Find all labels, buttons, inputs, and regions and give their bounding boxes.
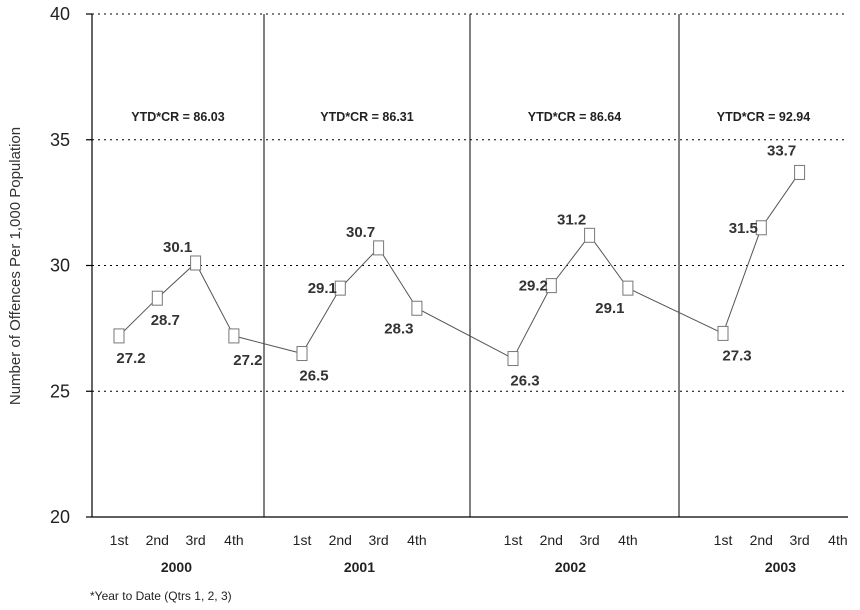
y-tick-label: 30 bbox=[50, 256, 70, 276]
data-point-marker bbox=[334, 280, 346, 296]
data-point-marker bbox=[373, 240, 385, 256]
quarter-tick-label: 1st bbox=[293, 532, 312, 548]
quarter-tick-label: 1st bbox=[504, 532, 523, 548]
data-point-marker bbox=[151, 290, 163, 306]
quarter-tick-label: 2nd bbox=[146, 532, 169, 548]
quarter-tick-label: 4th bbox=[224, 532, 243, 548]
year-label: 2003 bbox=[765, 559, 796, 575]
quarter-tick-label: 4th bbox=[407, 532, 426, 548]
data-value-label: 29.1 bbox=[595, 300, 624, 317]
ytd-label: YTD*CR = 92.94 bbox=[717, 110, 810, 124]
data-point-marker bbox=[190, 255, 202, 271]
data-labels: 27.2 28.7 30.1 27.2 26.5 29.1 30.7 28.3 26.3 29.2… bbox=[116, 142, 796, 389]
data-point-marker bbox=[296, 346, 308, 362]
data-point-marker bbox=[622, 280, 634, 296]
data-value-label: 30.1 bbox=[163, 239, 192, 256]
footnote: *Year to Date (Qtrs 1, 2, 3) bbox=[90, 589, 232, 603]
year-label: 2001 bbox=[344, 559, 375, 575]
quarter-tick-label: 2nd bbox=[329, 532, 352, 548]
data-point-marker bbox=[507, 351, 519, 367]
year-label: 2000 bbox=[161, 559, 192, 575]
data-point-marker bbox=[411, 300, 423, 316]
quarter-tick-label: 3rd bbox=[579, 532, 599, 548]
data-value-label: 27.2 bbox=[233, 352, 262, 369]
data-point-marker bbox=[755, 220, 767, 236]
data-value-label: 31.2 bbox=[557, 211, 586, 228]
quarter-tick-label: 3rd bbox=[789, 532, 809, 548]
data-point-marker bbox=[113, 328, 125, 344]
quarter-tick-label: 4th bbox=[618, 532, 637, 548]
ytd-labels: YTD*CR = 86.03 YTD*CR = 86.31 YTD*CR = 86.… bbox=[131, 110, 810, 124]
quarter-tick-label: 3rd bbox=[185, 532, 205, 548]
data-point-marker bbox=[228, 328, 240, 344]
data-value-label: 28.3 bbox=[384, 320, 413, 337]
year-label: 2002 bbox=[555, 559, 586, 575]
quarter-tick-label: 1st bbox=[110, 532, 129, 548]
data-value-label: 30.7 bbox=[346, 224, 375, 241]
x-tick-labels: 1st 2nd 3rd 4th 1st 2nd 3rd 4th 1st 2nd 3rd 4th 1st 2… bbox=[110, 532, 848, 548]
data-value-label: 26.3 bbox=[510, 373, 539, 390]
data-value-label: 33.7 bbox=[767, 142, 796, 159]
data-point-marker bbox=[794, 164, 806, 180]
quarter-tick-label: 1st bbox=[714, 532, 733, 548]
year-dividers bbox=[263, 14, 680, 517]
ytd-label: YTD*CR = 86.64 bbox=[528, 110, 621, 124]
data-value-label: 26.5 bbox=[299, 368, 328, 385]
y-axis-label: Number of Offences Per 1,000 Population bbox=[7, 127, 24, 405]
data-markers bbox=[113, 164, 806, 367]
data-value-label: 31.5 bbox=[729, 220, 758, 237]
axes bbox=[86, 13, 848, 518]
ytd-label: YTD*CR = 86.31 bbox=[320, 110, 413, 124]
quarter-tick-label: 4th bbox=[828, 532, 847, 548]
data-point-marker bbox=[545, 278, 557, 294]
y-tick-label: 20 bbox=[50, 507, 70, 527]
y-tick-label: 25 bbox=[50, 381, 70, 401]
data-value-label: 28.7 bbox=[151, 312, 180, 329]
quarter-tick-label: 2nd bbox=[750, 532, 773, 548]
quarter-tick-label: 3rd bbox=[368, 532, 388, 548]
y-tick-label: 40 bbox=[50, 4, 70, 24]
data-value-label: 29.1 bbox=[308, 280, 337, 297]
data-value-label: 27.2 bbox=[116, 350, 145, 367]
data-point-marker bbox=[717, 325, 729, 341]
data-point-marker bbox=[584, 227, 596, 243]
y-tick-label: 35 bbox=[50, 130, 70, 150]
ytd-label: YTD*CR = 86.03 bbox=[131, 110, 224, 124]
year-labels: 2000 2001 2002 2003 bbox=[161, 559, 796, 575]
y-tick-labels: 20 25 30 35 40 bbox=[50, 4, 70, 527]
data-value-label: 27.3 bbox=[722, 347, 751, 364]
data-value-label: 29.2 bbox=[519, 278, 548, 295]
quarter-tick-label: 2nd bbox=[540, 532, 563, 548]
